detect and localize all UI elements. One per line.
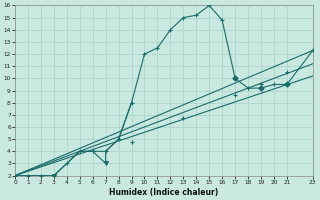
X-axis label: Humidex (Indice chaleur): Humidex (Indice chaleur) bbox=[109, 188, 219, 197]
